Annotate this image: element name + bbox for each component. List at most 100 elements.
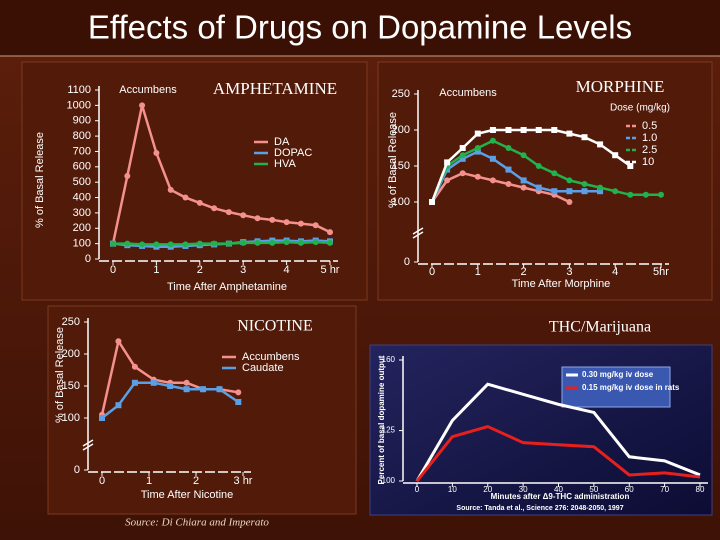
marker (182, 241, 189, 248)
y-tick-label: 700 (73, 145, 91, 157)
x-tick-label: 3 (566, 266, 572, 278)
y-tick-label: 300 (73, 207, 91, 219)
series-line (111, 105, 331, 244)
series-line (113, 240, 331, 246)
y-tick-label: 500 (73, 176, 91, 188)
y-axis-label: % of Basal Release (387, 112, 399, 208)
marker (612, 152, 619, 159)
marker (581, 181, 588, 187)
y-tick-label: 160 (382, 355, 396, 364)
series-line (415, 382, 701, 482)
marker (520, 177, 527, 184)
marker (489, 127, 496, 133)
marker (124, 173, 131, 180)
marker (167, 383, 174, 389)
marker (474, 145, 481, 151)
marker (474, 130, 481, 137)
marker (225, 209, 232, 216)
marker (551, 170, 558, 177)
marker (520, 127, 527, 133)
marker (200, 386, 207, 393)
panel (377, 61, 713, 301)
series-line (415, 424, 701, 482)
marker (211, 205, 218, 212)
marker (254, 215, 261, 222)
marker (240, 212, 247, 219)
series-line (430, 171, 570, 204)
marker (489, 177, 496, 184)
x-tick-label: 2 (197, 264, 203, 276)
panel (47, 305, 357, 515)
legend-label: 2.5 (642, 144, 657, 156)
x-tick-label: 0 (415, 485, 420, 494)
x-tick-label: 1 (146, 475, 152, 487)
marker (566, 188, 573, 195)
marker (581, 134, 588, 141)
marker (327, 239, 333, 246)
marker (283, 219, 290, 226)
marker (211, 240, 218, 247)
marker (535, 184, 542, 191)
marker (216, 386, 223, 393)
marker (254, 239, 261, 246)
marker (240, 239, 247, 246)
marker (183, 379, 190, 386)
x-tick-label: 20 (483, 485, 492, 494)
marker (297, 220, 304, 227)
x-tick-label: 60 (625, 485, 634, 494)
legend-label: HVA (274, 158, 296, 170)
marker (581, 188, 588, 195)
marker (131, 379, 138, 386)
chart-subtitle: Accumbens (439, 87, 497, 99)
x-tick-label: 4 (284, 264, 290, 276)
axis-break (82, 439, 94, 451)
marker (269, 239, 276, 246)
marker (139, 102, 146, 109)
marker (459, 152, 466, 159)
marker (459, 145, 466, 151)
marker (459, 170, 466, 177)
legend-label: Accumbens (242, 351, 300, 363)
y-tick-label: 0 (404, 256, 410, 268)
marker (115, 338, 122, 345)
marker (642, 191, 649, 198)
y-tick-label: 100 (73, 238, 91, 250)
marker (597, 188, 604, 195)
y-axis-label: % of Basal Release (54, 327, 66, 423)
marker (612, 188, 619, 195)
x-tick-label: 70 (660, 485, 669, 494)
marker (297, 239, 304, 246)
series-line (430, 139, 661, 203)
legend-label: 0.5 (642, 120, 657, 132)
marker (283, 239, 290, 246)
marker (597, 184, 604, 191)
y-tick-label: 800 (73, 130, 91, 142)
marker (167, 186, 174, 193)
marker (124, 240, 131, 247)
y-tick-label: 150 (62, 380, 80, 392)
legend-label: DOPAC (274, 147, 312, 159)
marker (196, 240, 203, 247)
chart-title: AMPHETAMINE (213, 79, 337, 98)
x-tick-label: 0 (429, 266, 435, 278)
x-axis-label: Time After Nicotine (141, 489, 234, 501)
y-tick-label: 250 (392, 88, 410, 100)
x-axis-label: Time After Morphine (512, 278, 611, 290)
legend-box (561, 366, 671, 408)
marker (196, 199, 203, 206)
x-tick-label: 2 (521, 266, 527, 278)
x-tick-label: 80 (696, 485, 705, 494)
slide-title: Effects of Drugs on Dopamine Levels (88, 9, 632, 46)
axis-break (412, 227, 424, 239)
chart-subtitle: Accumbens (119, 84, 177, 96)
marker (489, 137, 496, 144)
legend-label: 10 (642, 156, 654, 168)
x-tick-label: 10 (448, 485, 457, 494)
marker (489, 155, 496, 162)
marker (327, 229, 333, 236)
y-tick-label: 200 (73, 222, 91, 234)
marker (505, 181, 512, 187)
marker (505, 145, 512, 151)
chart-title: NICOTINE (237, 318, 313, 335)
marker (444, 159, 451, 166)
